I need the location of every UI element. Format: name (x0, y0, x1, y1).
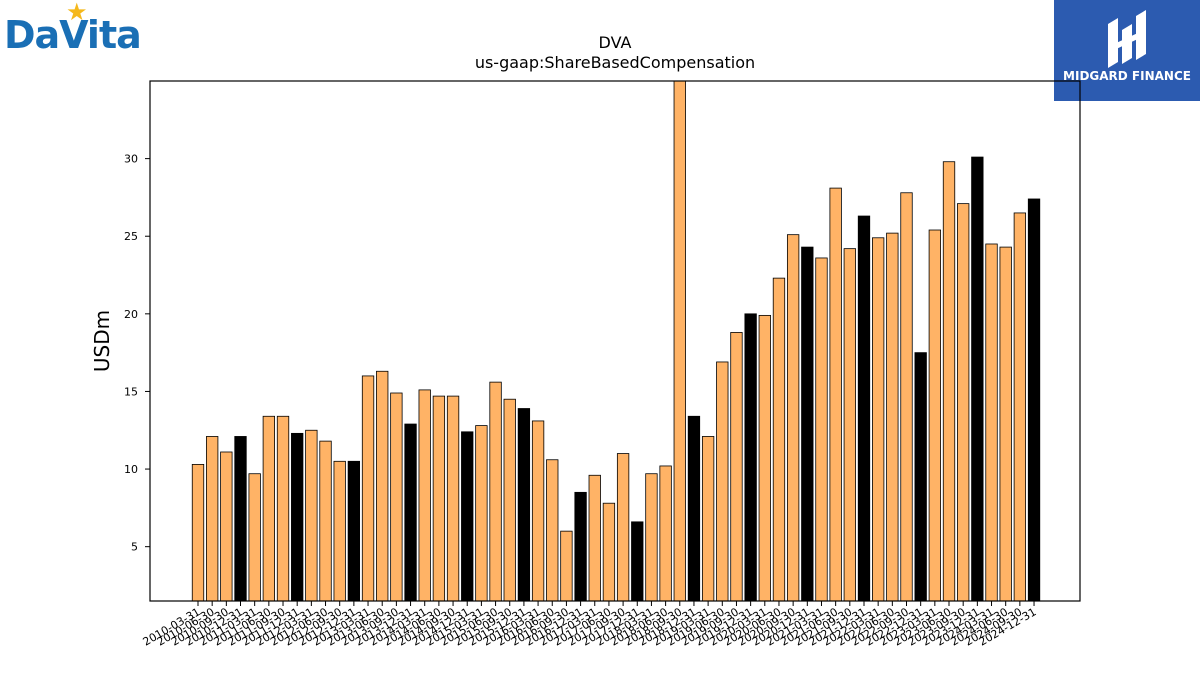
bar-2018-09-30 (673, 80, 686, 602)
bar-2024-06-30 (999, 246, 1012, 602)
y-tick-label: 15 (124, 385, 138, 398)
bar-series (191, 80, 1041, 602)
bar-2013-09-30 (390, 392, 403, 602)
bar-2015-12-31 (517, 408, 531, 602)
bar-2017-06-30 (602, 502, 616, 602)
bar-2015-06-30 (489, 381, 502, 602)
bar-2016-03-31 (531, 420, 545, 602)
bar-2011-12-31 (291, 432, 304, 602)
bar-2010-06-30 (206, 436, 219, 602)
bar-2024-03-31 (985, 243, 998, 602)
bar-2023-09-30 (957, 203, 970, 602)
bar-2019-09-30 (730, 332, 743, 602)
bar-2014-06-30 (432, 395, 446, 602)
bar-2019-06-30 (716, 361, 729, 602)
bar-2020-03-31 (758, 314, 771, 602)
bar-2014-03-31 (418, 389, 431, 602)
bar-2011-03-31 (248, 473, 261, 602)
plot-frame (149, 80, 1081, 602)
davita-logo: DaVita ★ ® (4, 0, 144, 60)
bar-2013-06-30 (376, 370, 389, 602)
chart-subtitle: us-gaap:ShareBasedCompensation (475, 53, 755, 72)
bar-2018-06-30 (659, 465, 672, 602)
bar-2020-12-31 (801, 246, 814, 602)
bar-2020-09-30 (786, 234, 800, 602)
bar-2018-12-31 (687, 415, 701, 602)
bar-2011-06-30 (262, 415, 276, 602)
bar-2021-06-30 (829, 187, 842, 602)
bar-2022-06-30 (886, 232, 899, 602)
y-tick-label: 25 (124, 230, 138, 243)
bar-2011-09-30 (276, 415, 290, 602)
midgard-finance-name: MIDGARD FINANCE (1063, 69, 1191, 83)
registered-mark: ® (131, 42, 138, 50)
y-tick-label: 5 (131, 541, 138, 554)
bar-2013-03-31 (361, 375, 375, 602)
bar-2012-03-31 (305, 429, 318, 602)
bar-2015-09-30 (503, 398, 516, 602)
bar-2014-12-31 (461, 431, 474, 602)
y-tick-label: 20 (124, 308, 138, 321)
bar-2012-06-30 (319, 440, 332, 602)
bar-2024-09-30 (1013, 212, 1027, 602)
chart-title: DVA (599, 33, 632, 52)
bar-2018-03-31 (645, 473, 658, 602)
bar-2022-03-31 (872, 237, 885, 602)
bar-2019-03-31 (701, 436, 715, 602)
bar-2021-03-31 (815, 257, 828, 602)
bar-2022-12-31 (914, 352, 927, 602)
midgard-emblem-icon (1108, 10, 1146, 68)
bar-2012-09-30 (333, 460, 346, 602)
bar-2016-06-30 (546, 459, 559, 602)
bar-2023-12-31 (971, 156, 984, 602)
bar-2010-03-31 (191, 463, 205, 602)
bar-2016-12-31 (574, 491, 587, 602)
y-axis-label: USDm (90, 310, 114, 372)
bar-2013-12-31 (404, 423, 417, 602)
bar-2023-06-30 (942, 161, 956, 602)
bar-2017-09-30 (616, 453, 630, 602)
bar-2016-09-30 (560, 530, 573, 602)
bar-2014-09-30 (446, 395, 460, 602)
bar-2021-12-31 (857, 215, 871, 602)
davita-logo-text: DaVita (4, 13, 142, 57)
x-axis-ticks: 2010-03-312010-06-302010-09-302010-12-31… (141, 601, 1039, 649)
y-tick-label: 10 (124, 463, 138, 476)
bar-2010-12-31 (234, 436, 247, 602)
bar-2017-03-31 (588, 474, 601, 602)
bar-2020-06-30 (772, 277, 786, 602)
star-icon: ★ (66, 0, 88, 26)
bar-2019-12-31 (744, 313, 757, 602)
y-tick-label: 30 (124, 153, 138, 166)
bar-2023-03-31 (928, 229, 941, 602)
bar-2012-12-31 (347, 460, 361, 602)
bar-2024-12-31 (1027, 198, 1041, 602)
bar-2022-09-30 (900, 192, 913, 602)
bar-2010-09-30 (220, 451, 233, 602)
bar-2021-09-30 (843, 248, 856, 602)
midgard-finance-logo: MIDGARD FINANCE (1054, 0, 1200, 101)
bar-2015-03-31 (475, 425, 488, 602)
bar-2017-12-31 (631, 521, 644, 602)
y-axis-ticks: 5 10 15 20 25 30 (124, 153, 150, 554)
